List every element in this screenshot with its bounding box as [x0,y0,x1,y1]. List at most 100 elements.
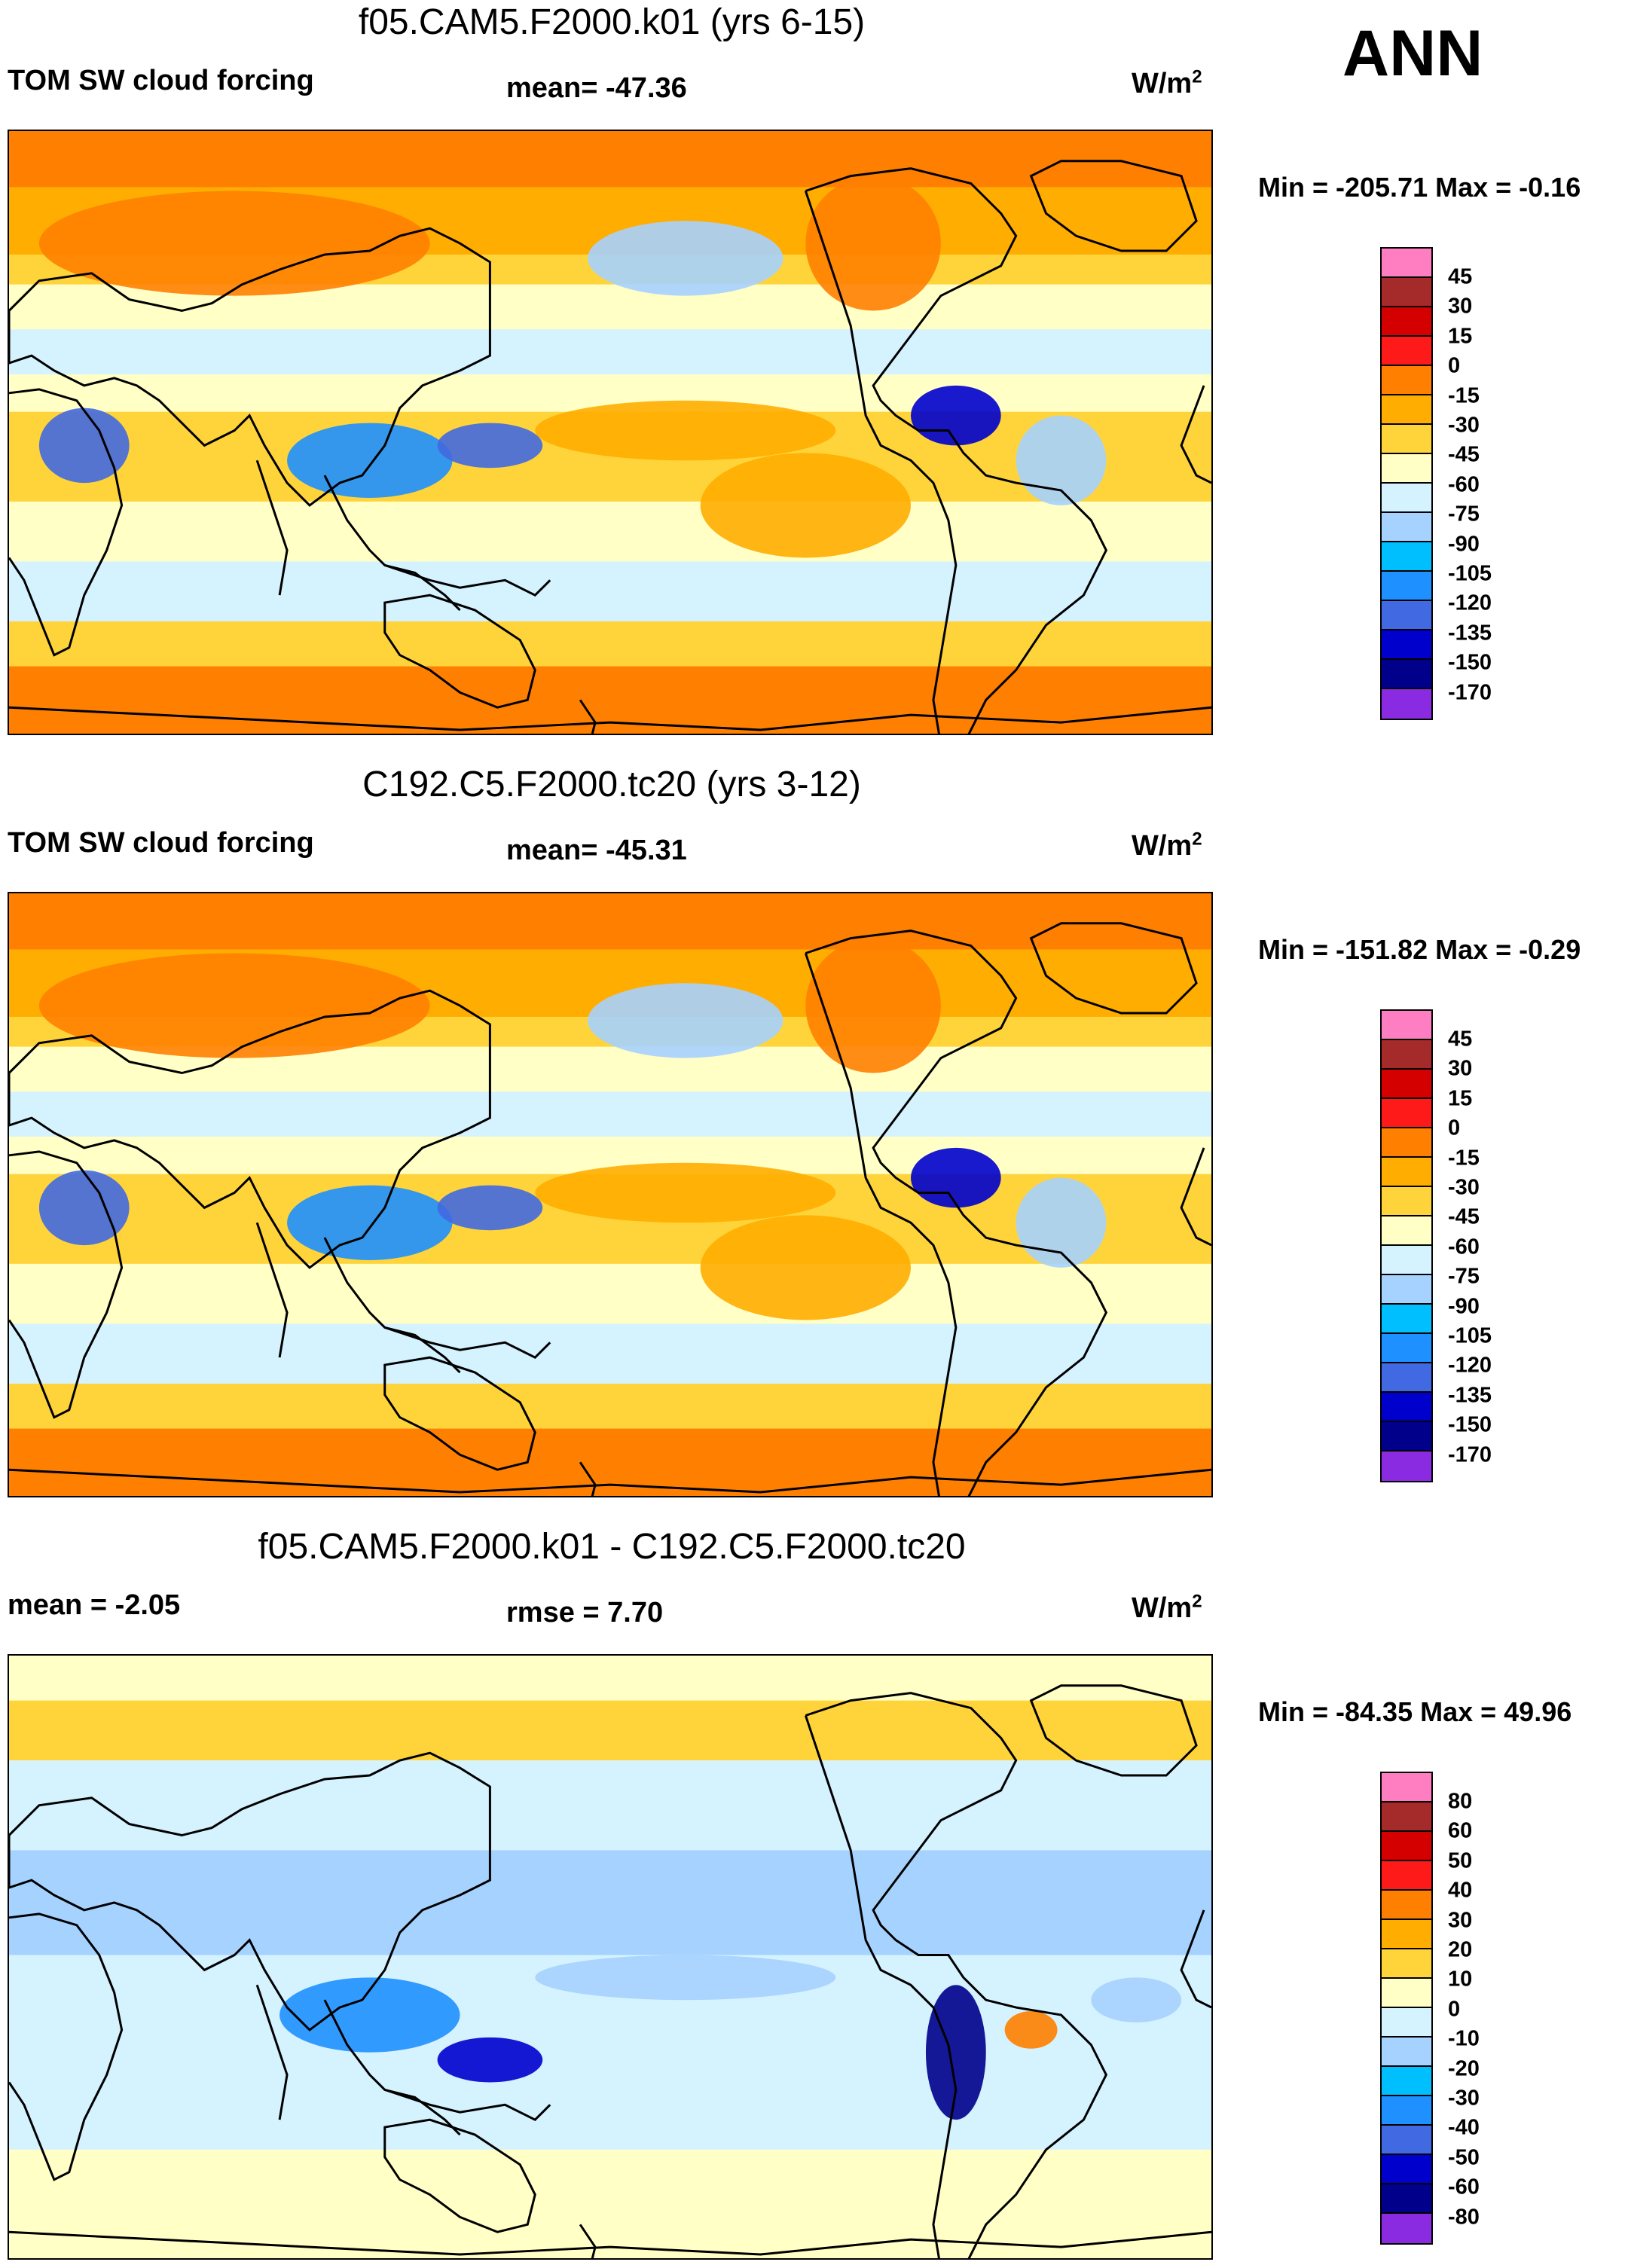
colorbar-swatch [1382,1920,1431,1949]
colorbar-swatch [1382,1158,1431,1187]
colorbar-tick-label: -90 [1448,1294,1480,1319]
colorbar-tick-label: -10 [1448,2026,1480,2051]
colorbar-swatch [1382,1949,1431,1979]
colorbar-tick-label: -170 [1448,680,1492,705]
colorbar-swatch [1382,484,1431,513]
colorbar-swatch [1382,249,1431,278]
colorbar-tick-label: -30 [1448,1175,1480,1200]
colorbar-swatch [1382,1393,1431,1422]
field-feature [805,176,941,311]
field-feature [911,385,1001,446]
colorbar-swatch [1382,689,1431,719]
colorbar-tick-label: -120 [1448,591,1492,615]
field-feature [437,2037,543,2083]
colorbar-tick-label: 40 [1448,1878,1473,1903]
colorbar-swatch [1382,2126,1431,2155]
panel-units: W/m2 [1132,1592,1202,1625]
colorbar-tick-label: 30 [1448,294,1473,319]
colorbar-tick-label: 60 [1448,1818,1473,1843]
panel-center-label: mean= -45.31 [506,835,687,866]
colorbar-swatch [1382,1070,1431,1099]
colorbar-swatch [1382,542,1431,572]
field-band [9,561,1211,621]
colorbar-tick-label: 30 [1448,1908,1473,1933]
colorbar-tick-label: -170 [1448,1442,1492,1467]
colorbar-swatch [1382,425,1431,454]
colorbar-swatch [1382,2214,1431,2243]
colorbar-swatch [1382,2008,1431,2038]
field-band [9,1760,1211,1851]
field-band [9,1700,1211,1761]
panel-title: f05.CAM5.F2000.k01 - C192.C5.F2000.tc20 [258,1527,966,1567]
field-feature [700,453,911,558]
colorbar-tick-label: -20 [1448,2056,1480,2081]
colorbar-swatch [1382,513,1431,542]
colorbar-swatch [1382,1128,1431,1158]
colorbar [1380,1772,1433,2245]
colorbar-tick-label: -15 [1448,1146,1480,1171]
colorbar-tick-label: -50 [1448,2145,1480,2170]
panel-center-label: mean= -47.36 [506,72,687,104]
units-text: W/m [1132,68,1193,99]
panel-left-label: TOM SW cloud forcing [8,827,314,859]
colorbar-tick-label: -45 [1448,1204,1480,1229]
colorbar-tick-label: -40 [1448,2115,1480,2140]
colorbar-tick-label: 20 [1448,1937,1473,1962]
colorbar-tick-label: 80 [1448,1789,1473,1814]
colorbar-tick-label: 0 [1448,1116,1461,1140]
colorbar-swatch [1382,1422,1431,1451]
colorbar-swatch [1382,1040,1431,1070]
colorbar-tick-label: -30 [1448,2086,1480,2111]
field-feature [437,1185,543,1231]
units-exponent: 2 [1192,1591,1202,1612]
field-band [9,621,1211,667]
field-band [9,131,1211,188]
units-exponent: 2 [1192,829,1202,850]
colorbar [1380,247,1433,720]
colorbar-tick-label: -150 [1448,1412,1492,1437]
colorbar-swatch [1382,630,1431,660]
panel-minmax: Min = -84.35 Max = 49.96 [1258,1696,1572,1727]
colorbar-swatch [1382,1802,1431,1832]
contour-map [8,892,1213,1497]
colorbar-swatch [1382,1363,1431,1393]
panel-minmax: Min = -205.71 Max = -0.16 [1258,172,1581,203]
field-feature [287,1185,453,1260]
field-band [9,501,1211,562]
field-feature [535,400,836,461]
panel-title: C192.C5.F2000.tc20 (yrs 3-12) [362,765,861,804]
field-feature [700,1215,911,1320]
colorbar-swatch [1382,572,1431,601]
colorbar-tick-label: 45 [1448,264,1473,289]
units-text: W/m [1132,1592,1193,1624]
panel-center-label: rmse = 7.70 [506,1597,664,1629]
colorbar-tick-label: -105 [1448,561,1492,586]
colorbar-tick-label: 0 [1448,1997,1461,2022]
colorbar-tick-label: -15 [1448,383,1480,408]
colorbar-tick-label: 0 [1448,353,1461,378]
colorbar-tick-label: 15 [1448,1086,1473,1111]
colorbar-swatch [1382,1861,1431,1891]
field-feature [437,423,543,469]
colorbar [1380,1009,1433,1482]
colorbar-swatch [1382,1305,1431,1334]
colorbar-swatch [1382,1187,1431,1216]
field-band [9,1263,1211,1324]
colorbar-swatch [1382,278,1431,307]
colorbar-swatch [1382,1451,1431,1481]
colorbar-tick-label: 30 [1448,1056,1473,1081]
colorbar-swatch [1382,1891,1431,1920]
field-feature [588,221,783,296]
colorbar-tick-label: -75 [1448,1264,1480,1289]
field-feature [588,983,783,1058]
colorbar-swatch [1382,2067,1431,2096]
field-feature [911,1147,1001,1208]
colorbar-swatch [1382,2096,1431,2126]
field-feature [535,1162,836,1223]
colorbar-swatch [1382,1979,1431,2008]
season-label: ANN [1342,17,1483,90]
colorbar-tick-label: -90 [1448,532,1480,557]
colorbar-swatch [1382,1216,1431,1246]
colorbar-swatch [1382,2184,1431,2214]
panel-title: f05.CAM5.F2000.k01 (yrs 6-15) [358,2,866,42]
